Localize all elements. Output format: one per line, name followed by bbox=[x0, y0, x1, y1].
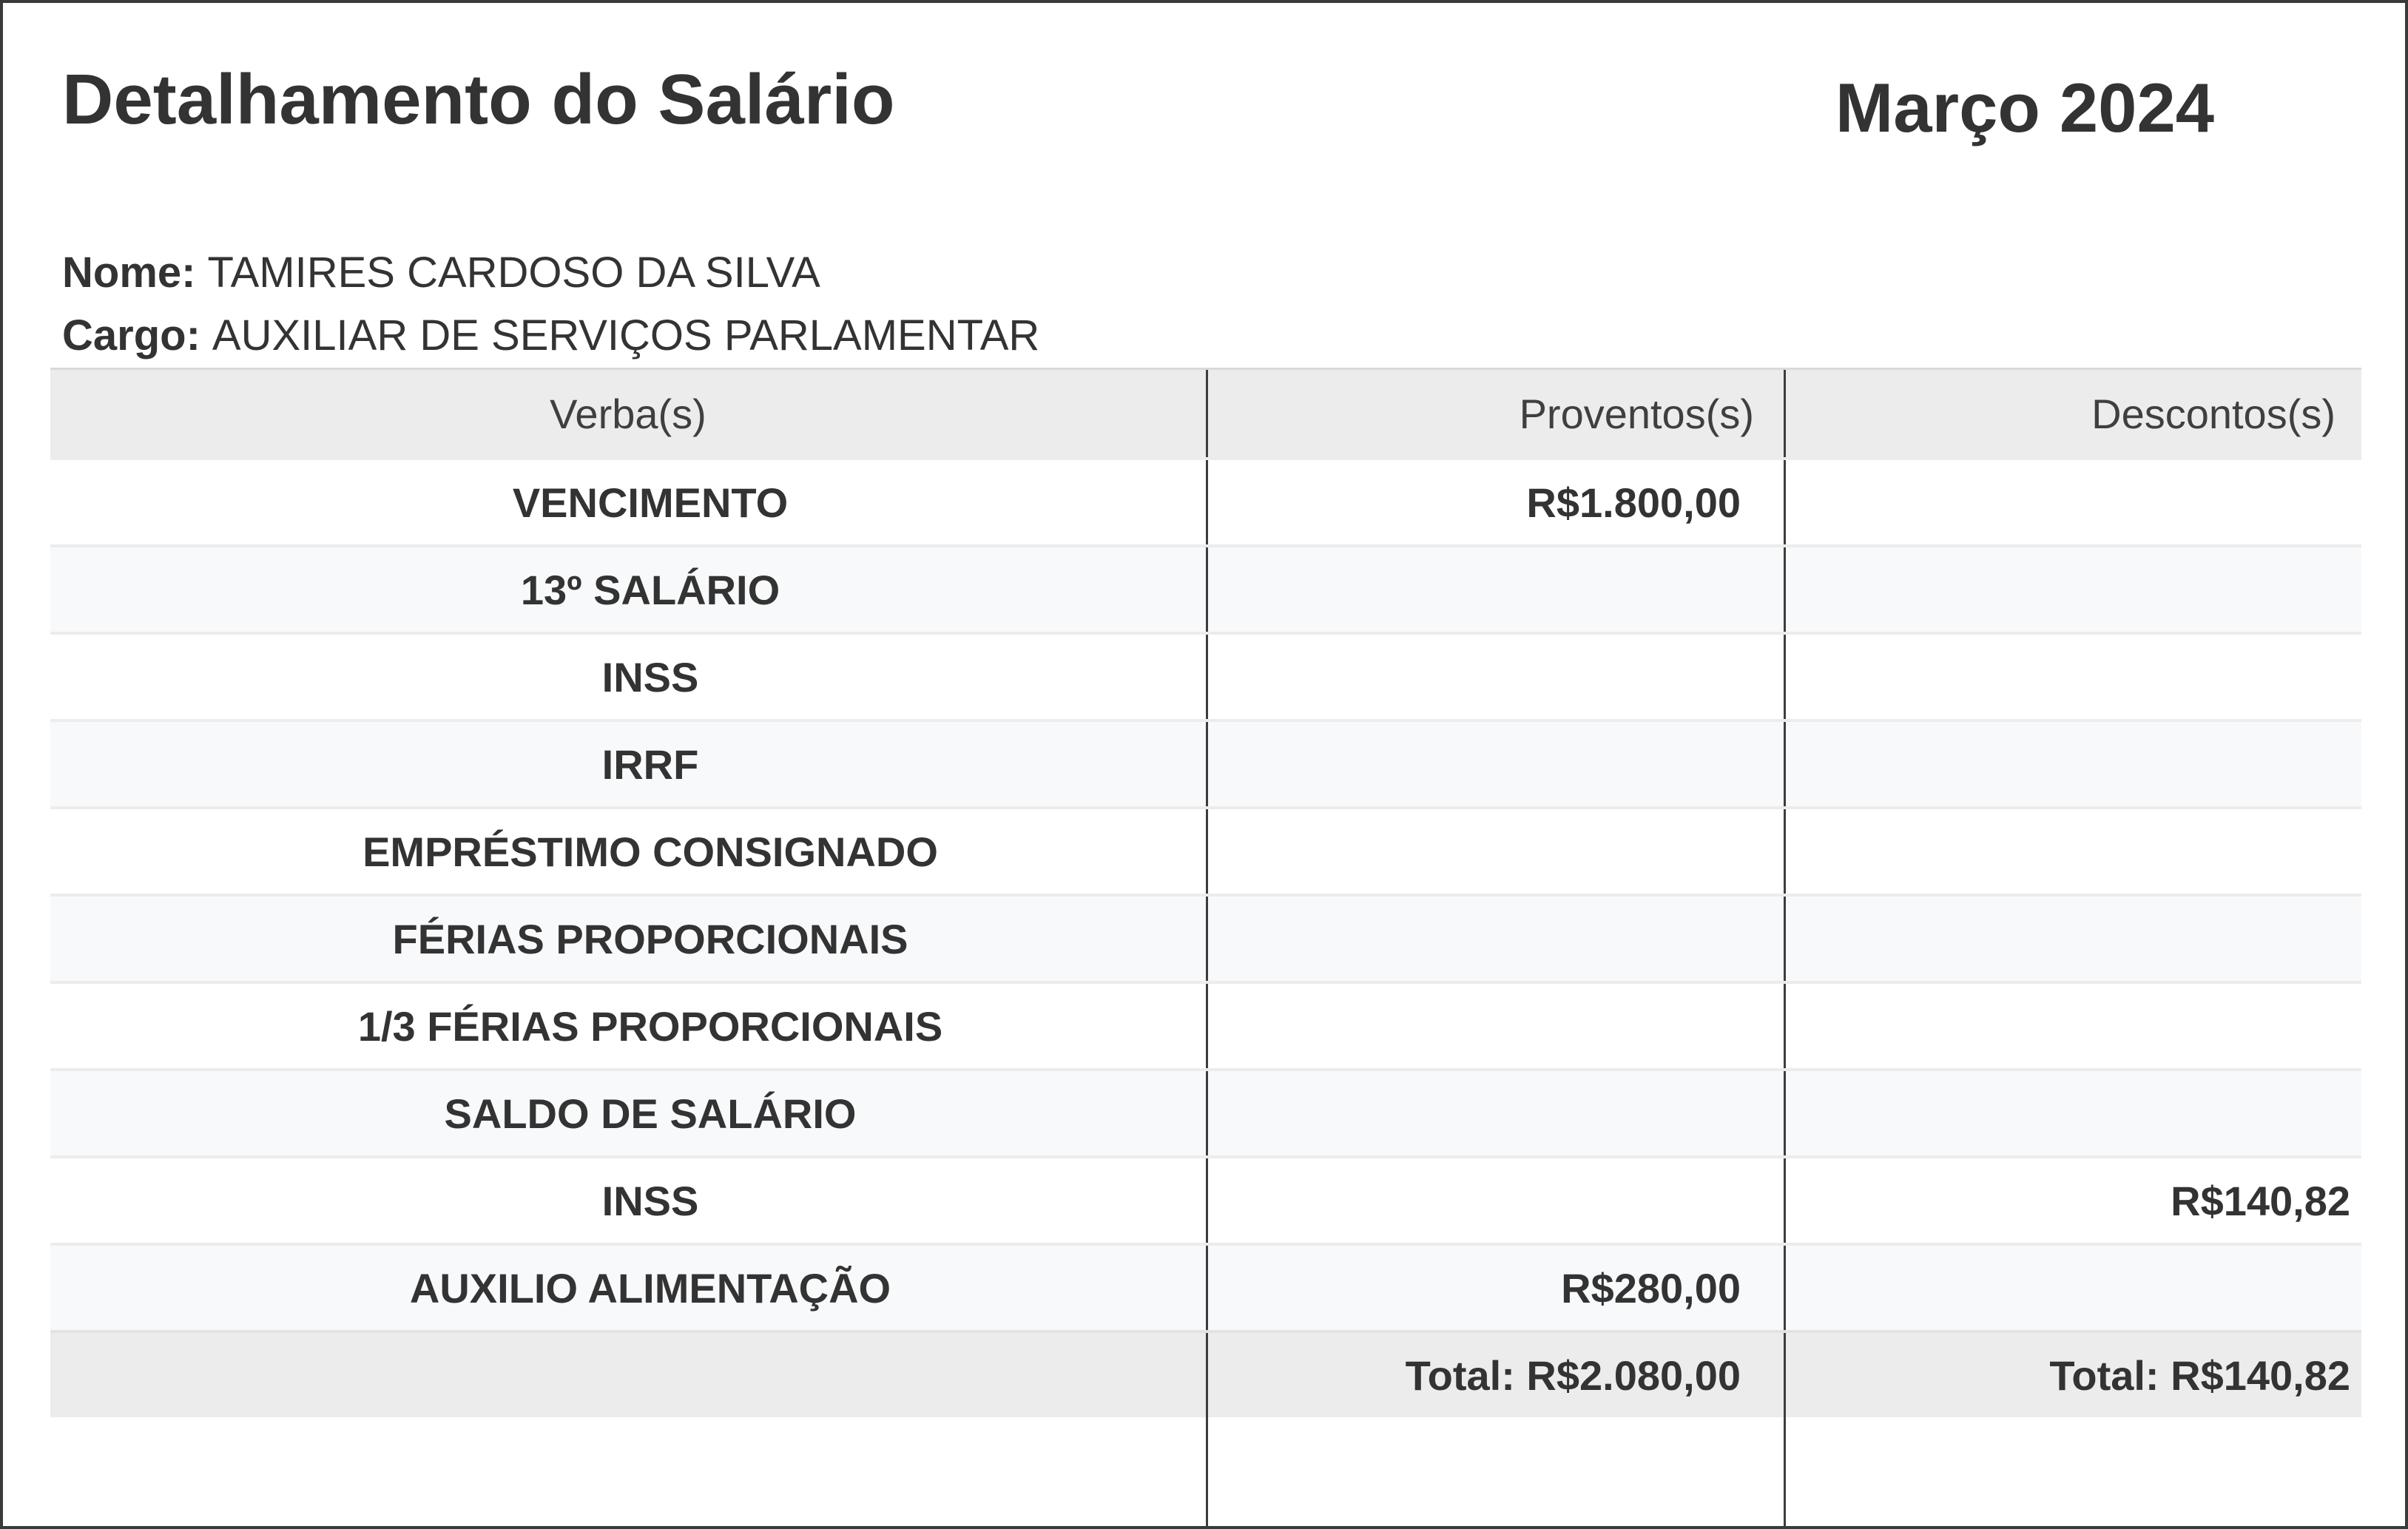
employee-name: TAMIRES CARDOSO DA SILVA bbox=[207, 249, 820, 297]
table-row: INSS bbox=[50, 632, 2361, 719]
table-row: FÉRIAS PROPORCIONAIS bbox=[50, 894, 2361, 981]
table-row: IRRF bbox=[50, 719, 2361, 806]
row-proventos: R$280,00 bbox=[1206, 1246, 1784, 1330]
row-verba: 1/3 FÉRIAS PROPORCIONAIS bbox=[357, 1002, 943, 1050]
employee-role-line: Cargo: AUXILIAR DE SERVIÇOS PARLAMENTAR bbox=[62, 304, 1039, 367]
row-proventos bbox=[1206, 1158, 1784, 1243]
row-verba: INSS bbox=[601, 653, 699, 701]
table-row: AUXILIO ALIMENTAÇÃO R$280,00 bbox=[50, 1243, 2361, 1330]
name-label: Nome: bbox=[62, 249, 196, 297]
row-proventos bbox=[1206, 897, 1784, 981]
table-row: INSS R$140,82 bbox=[50, 1155, 2361, 1243]
role-label: Cargo: bbox=[62, 311, 200, 360]
row-proventos: R$1.800,00 bbox=[1206, 460, 1784, 544]
row-descontos bbox=[1784, 809, 2361, 894]
row-verba: INSS bbox=[601, 1177, 699, 1224]
row-descontos bbox=[1784, 897, 2361, 981]
row-verba: 13º SALÁRIO bbox=[520, 566, 780, 613]
column-header-descontos: Descontos(s) bbox=[1784, 370, 2361, 457]
row-verba: SALDO DE SALÁRIO bbox=[444, 1090, 857, 1137]
row-descontos bbox=[1784, 635, 2361, 719]
row-proventos bbox=[1206, 547, 1784, 632]
row-descontos bbox=[1784, 460, 2361, 544]
total-proventos: Total: R$2.080,00 bbox=[1206, 1333, 1784, 1417]
period-label: Março 2024 bbox=[1835, 69, 2214, 146]
table-row: 1/3 FÉRIAS PROPORCIONAIS bbox=[50, 981, 2361, 1068]
table-row: 13º SALÁRIO bbox=[50, 544, 2361, 632]
employee-info: Nome: TAMIRES CARDOSO DA SILVA Cargo: AUXI… bbox=[62, 241, 1039, 367]
row-verba: FÉRIAS PROPORCIONAIS bbox=[392, 915, 908, 962]
row-descontos bbox=[1784, 722, 2361, 806]
row-proventos bbox=[1206, 722, 1784, 806]
row-descontos bbox=[1784, 1246, 2361, 1330]
table-header-row: Verba(s) Proventos(s) Descontos(s) bbox=[50, 370, 2361, 457]
totals-empty-cell bbox=[50, 1333, 1206, 1417]
salary-table: Verba(s) Proventos(s) Descontos(s) VENCI… bbox=[50, 368, 2361, 1526]
row-descontos bbox=[1784, 547, 2361, 632]
row-verba: VENCIMENTO bbox=[512, 479, 789, 526]
employee-role: AUXILIAR DE SERVIÇOS PARLAMENTAR bbox=[212, 311, 1040, 360]
table-row: EMPRÉSTIMO CONSIGNADO bbox=[50, 806, 2361, 894]
table-filler bbox=[50, 1417, 2361, 1526]
total-descontos: Total: R$140,82 bbox=[1784, 1333, 2361, 1417]
row-proventos bbox=[1206, 1071, 1784, 1155]
column-header-verba: Verba(s) bbox=[550, 390, 706, 437]
row-descontos: R$140,82 bbox=[1784, 1158, 2361, 1243]
row-descontos bbox=[1784, 1071, 2361, 1155]
row-verba: EMPRÉSTIMO CONSIGNADO bbox=[362, 828, 938, 875]
row-proventos bbox=[1206, 984, 1784, 1068]
row-proventos bbox=[1206, 809, 1784, 894]
totals-row: Total: R$2.080,00 Total: R$140,82 bbox=[50, 1330, 2361, 1417]
row-verba: IRRF bbox=[601, 740, 699, 788]
row-verba: AUXILIO ALIMENTAÇÃO bbox=[409, 1264, 891, 1312]
page-title: Detalhamento do Salário bbox=[62, 60, 895, 139]
table-row: VENCIMENTO R$1.800,00 bbox=[50, 457, 2361, 544]
table-row: SALDO DE SALÁRIO bbox=[50, 1068, 2361, 1155]
column-header-proventos: Proventos(s) bbox=[1206, 370, 1784, 457]
employee-name-line: Nome: TAMIRES CARDOSO DA SILVA bbox=[62, 241, 1039, 304]
row-descontos bbox=[1784, 984, 2361, 1068]
table-body: VENCIMENTO R$1.800,00 13º SALÁRIO INSS IRRF E… bbox=[50, 457, 2361, 1330]
row-proventos bbox=[1206, 635, 1784, 719]
